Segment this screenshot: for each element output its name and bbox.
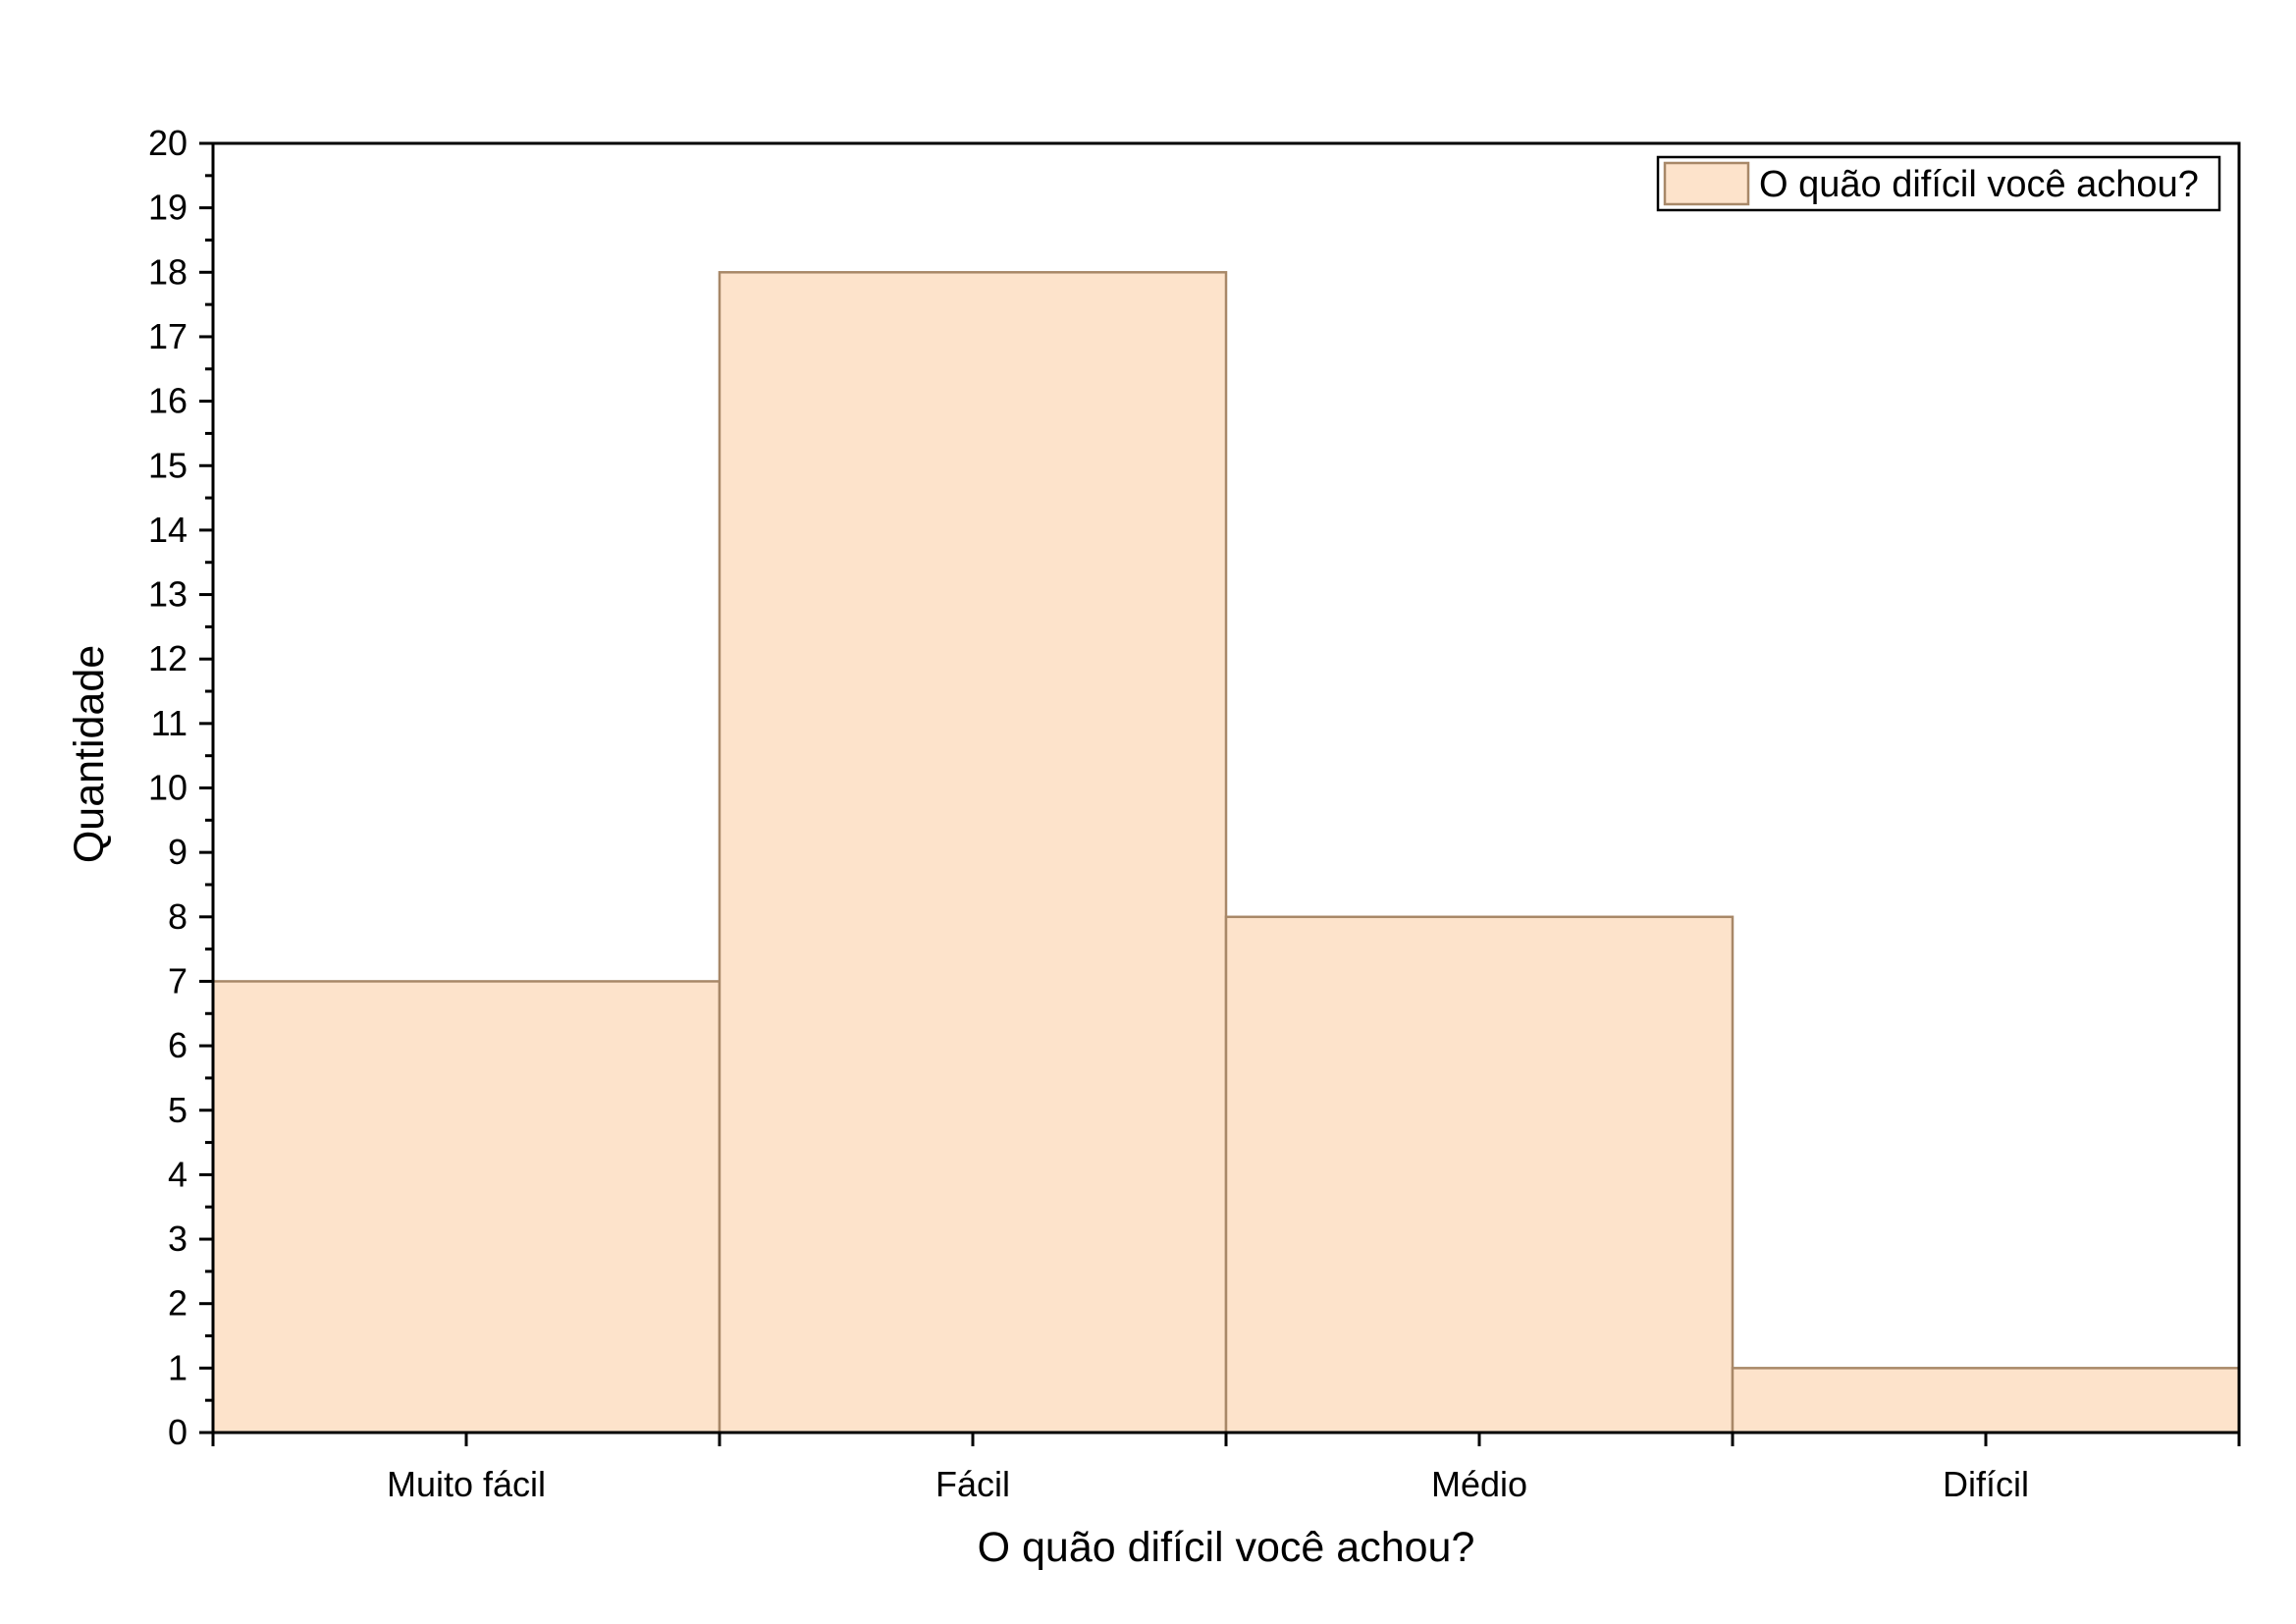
x-tick-label: Fácil bbox=[935, 1464, 1010, 1504]
y-tick-label: 12 bbox=[148, 638, 187, 678]
y-tick-label: 15 bbox=[148, 445, 187, 485]
y-tick-label: 17 bbox=[148, 316, 187, 356]
bar-4 bbox=[1731, 1367, 2241, 1435]
y-tick-label: 7 bbox=[168, 960, 187, 1001]
y-tick-label: 16 bbox=[148, 381, 187, 421]
y-tick-label: 11 bbox=[151, 703, 187, 743]
y-tick-label: 5 bbox=[168, 1090, 187, 1130]
x-tick-label: Difícil bbox=[1943, 1464, 2029, 1504]
y-axis-title: Quantidade bbox=[66, 645, 113, 863]
y-tick-label: 6 bbox=[168, 1025, 187, 1065]
y-tick-label: 13 bbox=[148, 574, 187, 615]
y-tick-label: 1 bbox=[168, 1347, 187, 1387]
y-tick-label: 10 bbox=[148, 768, 187, 808]
legend-swatch bbox=[1663, 161, 1750, 206]
y-tick-label: 9 bbox=[168, 832, 187, 872]
bar-1 bbox=[211, 980, 721, 1435]
x-axis-title: O quão difícil você achou? bbox=[978, 1524, 1475, 1571]
x-tick-label: Muito fácil bbox=[387, 1464, 546, 1504]
y-tick-label: 0 bbox=[168, 1412, 187, 1452]
bars-group bbox=[211, 271, 2241, 1435]
y-tick-label: 8 bbox=[168, 896, 187, 937]
x-axis: Muito fácil Fácil Médio Difícil bbox=[211, 1433, 2241, 1504]
y-tick-label: 14 bbox=[148, 510, 187, 550]
bar-2 bbox=[718, 271, 1228, 1435]
y-tick-label: 3 bbox=[168, 1218, 187, 1259]
bar-3 bbox=[1224, 915, 1735, 1435]
legend-label: O quão difícil você achou? bbox=[1759, 164, 2199, 205]
y-tick-label: 4 bbox=[168, 1154, 187, 1194]
y-tick-label: 2 bbox=[168, 1283, 187, 1324]
y-tick-label: 20 bbox=[148, 123, 187, 163]
legend: O quão difícil você achou? bbox=[1656, 155, 2221, 212]
y-tick-label: 19 bbox=[148, 188, 187, 228]
y-tick-label: 18 bbox=[148, 251, 187, 292]
legend-box bbox=[1656, 155, 2221, 212]
x-tick-label: Médio bbox=[1431, 1464, 1527, 1504]
